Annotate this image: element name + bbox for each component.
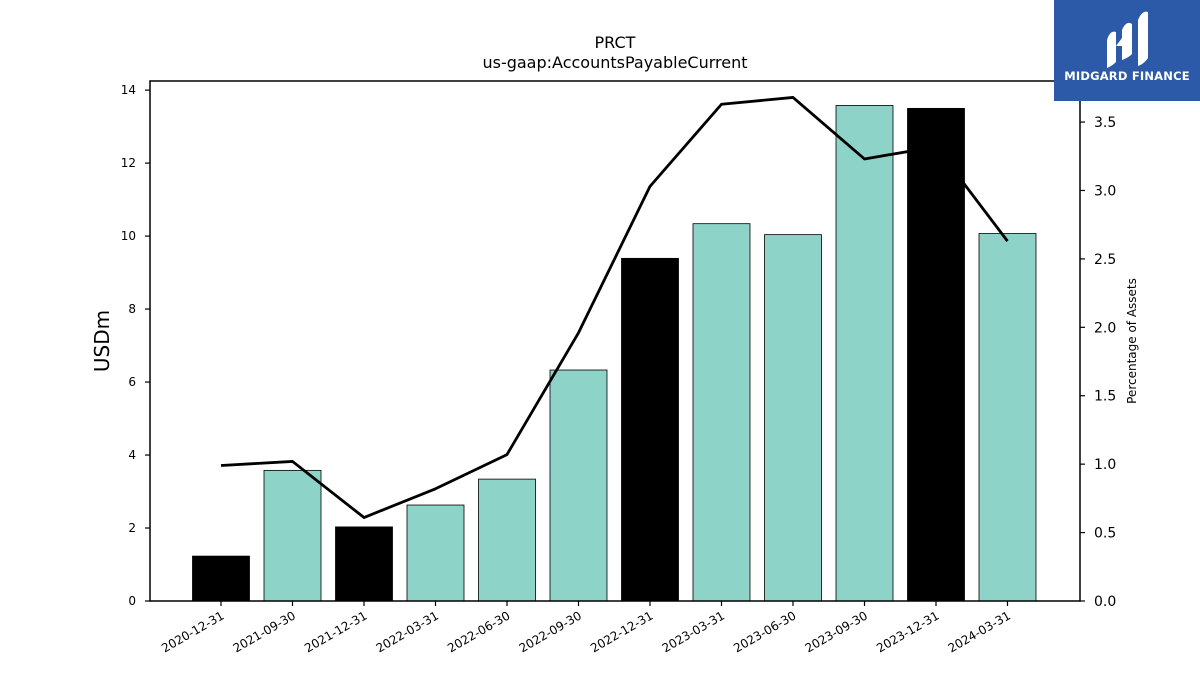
bar — [621, 257, 679, 602]
y-tick-label: 4 — [128, 448, 136, 462]
bar — [263, 469, 322, 602]
bar — [335, 526, 393, 602]
y-tick-label: 12 — [121, 156, 136, 170]
y-tick-label: 10 — [121, 229, 136, 243]
x-tick-label: 2023-12-31 — [874, 608, 941, 655]
y-tick-label: 14 — [121, 83, 136, 97]
y-tick-label: 6 — [128, 375, 136, 389]
line-group — [220, 96, 1009, 519]
bar — [478, 478, 536, 602]
x-tick-label: 2023-09-30 — [803, 608, 870, 655]
left-axis-ticks: 0 2 4 6 8 10 12 14 — [121, 83, 150, 608]
y-tick-label: 8 — [128, 302, 136, 316]
y-tick-label: 2 — [128, 521, 136, 535]
y2-axis-label: Percentage of Assets — [1125, 278, 1139, 404]
bar — [907, 107, 965, 602]
brand-logo: MIDGARD FINANCE — [1054, 0, 1200, 101]
bar — [978, 233, 1037, 602]
y2-tick-label: 2.5 — [1094, 252, 1116, 268]
x-tick-label: 2023-06-30 — [731, 608, 798, 655]
x-tick-label: 2024-03-31 — [946, 608, 1013, 655]
bar — [835, 105, 894, 602]
y2-tick-label: 0.5 — [1094, 526, 1116, 542]
bar — [406, 504, 465, 602]
x-tick-label: 2023-03-31 — [660, 608, 727, 655]
x-tick-label: 2021-09-30 — [231, 608, 298, 655]
x-tick-label: 2020-12-31 — [159, 608, 226, 655]
right-axis-ticks: 0.0 0.5 1.0 1.5 2.0 2.5 3.0 3.5 — [1080, 115, 1116, 610]
logo-text: MIDGARD FINANCE — [1064, 69, 1190, 83]
bar — [549, 369, 608, 602]
bar — [192, 555, 250, 602]
y2-tick-label: 3.5 — [1094, 115, 1116, 131]
x-tick-label: 2022-09-30 — [517, 608, 584, 655]
y2-tick-label: 0.0 — [1094, 594, 1116, 610]
x-axis-ticks: 2020-12-31 2021-09-30 2021-12-31 2022-03-31… — [159, 601, 1013, 655]
x-tick-label: 2021-12-31 — [302, 608, 369, 655]
bar — [692, 223, 751, 602]
x-tick-label: 2022-12-31 — [588, 608, 655, 655]
y-tick-label: 0 — [128, 594, 136, 608]
logo-mark-icon — [1107, 11, 1148, 68]
plot-frame — [149, 80, 1081, 602]
bar-group — [192, 105, 1037, 602]
bar — [764, 234, 822, 602]
y-axis-label: USDm — [90, 310, 114, 372]
x-tick-label: 2022-03-31 — [374, 608, 441, 655]
chart-subtitle: us-gaap:AccountsPayableCurrent — [482, 53, 747, 72]
y2-tick-label: 1.0 — [1094, 457, 1116, 473]
y2-tick-label: 3.0 — [1094, 183, 1116, 199]
x-tick-label: 2022-06-30 — [445, 608, 512, 655]
line-series-percentage-of-assets — [220, 96, 1009, 519]
chart-title: PRCT — [595, 33, 636, 52]
y2-tick-label: 2.0 — [1094, 320, 1116, 336]
y2-tick-label: 1.5 — [1094, 389, 1116, 405]
